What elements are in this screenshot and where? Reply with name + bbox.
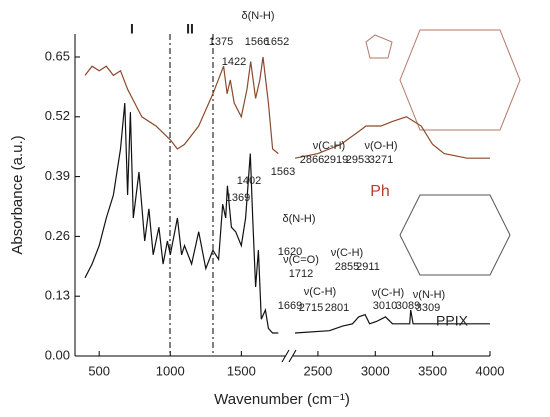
annotation: ν(O-H) bbox=[365, 140, 398, 152]
x-tick-label: 2500 bbox=[303, 363, 332, 378]
annotation: ν(C-H) bbox=[313, 140, 345, 152]
annotation: ν(N-H) bbox=[413, 289, 445, 301]
annotation: 3089 bbox=[396, 300, 420, 312]
annotation: 3010 bbox=[373, 300, 397, 312]
x-tick-label: 500 bbox=[88, 363, 110, 378]
annotation: II bbox=[186, 21, 194, 37]
y-tick-label: 0.65 bbox=[45, 48, 70, 63]
y-tick-label: 0.26 bbox=[45, 228, 70, 243]
molecule-drawings bbox=[365, 29, 521, 276]
x-tick-label: 3500 bbox=[418, 363, 447, 378]
annotation: 1652 bbox=[265, 36, 289, 48]
annotation: 1712 bbox=[289, 268, 313, 280]
annotation: 2911 bbox=[356, 261, 380, 273]
annotation: 3271 bbox=[369, 154, 393, 166]
annotation: 2953 bbox=[346, 154, 370, 166]
x-tick-label: 1000 bbox=[156, 363, 185, 378]
annotation: 2866 bbox=[300, 154, 324, 166]
axis-break bbox=[281, 349, 290, 363]
pvp-ring bbox=[365, 34, 393, 59]
annotation: 1566 bbox=[245, 36, 269, 48]
x-tick-label: 4000 bbox=[476, 363, 505, 378]
axis-break bbox=[288, 349, 297, 363]
annotation: 1620 bbox=[278, 246, 302, 258]
annotation: δ(N-H) bbox=[242, 10, 275, 22]
x-axis-title: Wavenumber (cm⁻¹) bbox=[214, 391, 350, 408]
y-tick-label: 0.39 bbox=[45, 168, 70, 183]
annotation: 2715 bbox=[299, 302, 323, 314]
y-tick-label: 0.52 bbox=[45, 108, 70, 123]
spectrum-line bbox=[84, 102, 490, 334]
y-axis-title: Absorbance (a.u.) bbox=[9, 135, 26, 254]
x-tick-label: 3000 bbox=[361, 363, 390, 378]
annotation: ν(C=O) bbox=[283, 254, 319, 266]
annotation: ν(C-H) bbox=[331, 247, 363, 259]
x-tick-label: 1500 bbox=[227, 363, 256, 378]
annotation: 1422 bbox=[222, 56, 246, 68]
annotation: 2855 bbox=[335, 261, 359, 273]
annotation: 1375 bbox=[209, 36, 233, 48]
y-tick-label: 0.00 bbox=[45, 347, 70, 362]
annotation: 2919 bbox=[324, 154, 348, 166]
annotation: 1563 bbox=[271, 166, 295, 178]
annotation: I bbox=[130, 21, 134, 37]
annotation: 1369 bbox=[226, 192, 250, 204]
annotation: PPIX bbox=[436, 313, 469, 329]
ppix-macrocycle bbox=[399, 194, 511, 276]
ph-macrocycle bbox=[399, 29, 521, 131]
annotation: Ph bbox=[370, 183, 390, 200]
annotation: 1402 bbox=[237, 175, 261, 187]
annotation: δ(N-H) bbox=[283, 213, 316, 225]
annotation: ν(C-H) bbox=[304, 286, 336, 298]
annotation: ν(C-H) bbox=[372, 287, 404, 299]
y-tick-label: 0.13 bbox=[45, 288, 70, 303]
annotation: 1669 bbox=[278, 300, 302, 312]
spectrum-line bbox=[84, 56, 490, 159]
annotation: 2801 bbox=[325, 302, 349, 314]
annotation: 3309 bbox=[416, 302, 440, 314]
